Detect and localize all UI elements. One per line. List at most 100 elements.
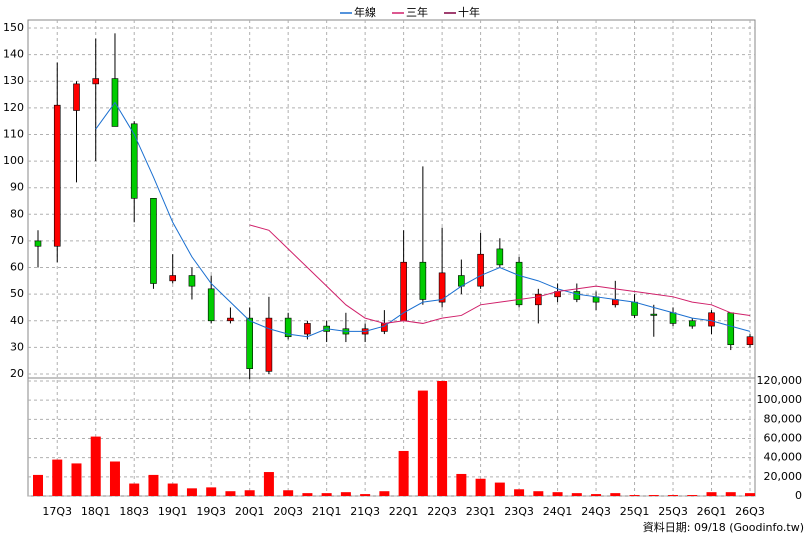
candle-body: [246, 317, 253, 369]
volume-bar: [687, 495, 698, 496]
volume-bar: [552, 492, 563, 496]
volume-bar: [283, 490, 294, 496]
candle-body: [650, 313, 658, 316]
price-panel: [27, 19, 756, 379]
volume-bar: [90, 436, 101, 496]
x-tick-label: 23Q3: [504, 505, 534, 518]
y2-tick-label: 100,000: [757, 393, 803, 406]
x-tick-label: 25Q1: [620, 505, 650, 518]
volume-bar: [417, 390, 428, 496]
volume-bar: [379, 491, 390, 496]
x-tick-label: 24Q1: [543, 505, 573, 518]
x-tick-label: 17Q3: [42, 505, 72, 518]
x-tick-label: 21Q1: [312, 505, 342, 518]
volume-bar: [514, 489, 525, 496]
x-tick-label: 22Q3: [427, 505, 457, 518]
candle-body: [477, 253, 484, 287]
volume-bar: [591, 494, 602, 496]
volume-bar: [52, 459, 63, 496]
candle-body: [150, 198, 157, 284]
y2-tick-label: 40,000: [764, 451, 803, 464]
y-tick-label: 70: [10, 234, 24, 247]
volume-bar: [302, 493, 313, 496]
x-tick-label: 26Q1: [697, 505, 727, 518]
candle-body: [688, 320, 696, 327]
candle-body: [611, 299, 619, 306]
volume-bar: [398, 450, 409, 496]
y2-tick-label: 60,000: [764, 432, 803, 445]
volume-bar: [648, 495, 659, 496]
y2-tick-label: 0: [795, 489, 802, 502]
candle-body: [573, 291, 581, 300]
ma-line: [95, 101, 751, 338]
volume-bar: [206, 487, 217, 496]
legend-label: 年線: [354, 5, 376, 19]
candle-body: [438, 272, 446, 303]
volume-bar: [706, 492, 717, 496]
volume-bar: [745, 493, 755, 496]
y-tick-label: 110: [3, 127, 24, 140]
candle-body: [535, 293, 542, 306]
candle-body: [631, 301, 638, 316]
volume-bar: [263, 472, 274, 496]
x-tick-label: 24Q3: [581, 505, 611, 518]
candle-body: [188, 275, 196, 287]
volume-bar: [610, 493, 621, 496]
volume-bar: [167, 483, 178, 496]
volume-bar: [340, 492, 351, 496]
volume-bar: [225, 491, 236, 496]
volume-bar: [494, 482, 505, 496]
volume-bar: [129, 483, 140, 496]
x-tick-label: 18Q1: [81, 505, 111, 518]
candle-body: [265, 317, 273, 372]
candle-body: [727, 312, 735, 346]
x-tick-label: 18Q3: [119, 505, 149, 518]
candle-body: [592, 296, 600, 303]
candle-body: [53, 104, 61, 247]
y2-tick-label: 120,000: [757, 374, 803, 387]
volume-bar: [109, 461, 120, 496]
x-tick-label: 25Q3: [658, 505, 688, 518]
x-tick-label: 26Q3: [735, 505, 765, 518]
volume-bar: [148, 474, 159, 496]
candle-body: [304, 323, 311, 335]
candle-body: [73, 83, 80, 111]
legend-label: 十年: [458, 5, 480, 19]
volume-bar: [33, 474, 43, 496]
candle-body: [515, 261, 523, 306]
candle-body: [746, 336, 754, 346]
footer: 資料日期: 09/18 (Goodinfo.tw): [643, 520, 804, 534]
candle-body: [207, 288, 215, 322]
x-tick-label: 22Q1: [389, 505, 419, 518]
y-tick-label: 130: [3, 74, 24, 87]
volume-bar: [629, 495, 640, 496]
volume-bar: [571, 493, 582, 496]
y2-tick-label: 80,000: [764, 412, 803, 425]
volume-bar: [321, 493, 332, 496]
candle-body: [130, 123, 138, 199]
y-tick-label: 60: [10, 261, 24, 274]
candle-body: [169, 275, 177, 282]
y-tick-label: 80: [10, 207, 24, 220]
candle-body: [34, 240, 42, 247]
candle-body: [708, 312, 715, 327]
volume-bar: [475, 478, 486, 496]
y-tick-label: 150: [3, 21, 24, 34]
y-tick-label: 40: [10, 314, 24, 327]
legend-label: 三年: [406, 5, 428, 19]
volume-bar: [186, 488, 197, 496]
x-tick-label: 19Q3: [196, 505, 226, 518]
volume-panel: [27, 377, 756, 497]
y-tick-label: 30: [10, 340, 24, 353]
volume-bar: [725, 492, 736, 496]
y-tick-label: 140: [3, 48, 24, 61]
y2-tick-label: 20,000: [764, 470, 803, 483]
candle-body: [419, 261, 427, 300]
y-tick-label: 100: [3, 154, 24, 167]
volume-bar: [533, 491, 544, 496]
candle-body: [284, 317, 292, 338]
x-tick-label: 19Q1: [158, 505, 188, 518]
x-tick-label: 23Q1: [466, 505, 496, 518]
y-tick-label: 120: [3, 101, 24, 114]
